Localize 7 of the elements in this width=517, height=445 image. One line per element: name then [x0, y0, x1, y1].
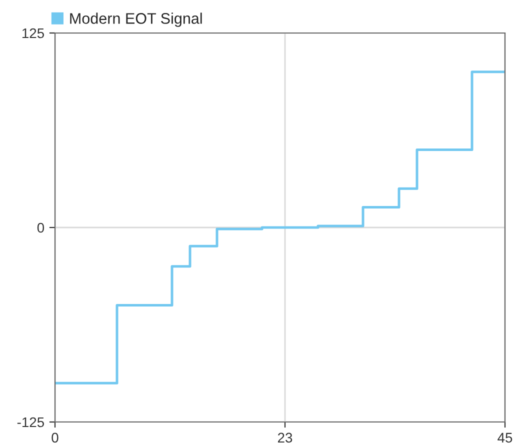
legend-label: Modern EOT Signal [70, 12, 202, 27]
x-tick-label: 45 [498, 432, 512, 443]
x-tick-label: 0 [52, 432, 58, 443]
y-tick-label: 0 [37, 222, 44, 233]
y-tick-label: 125 [22, 28, 44, 38]
x-tick-label: 23 [278, 432, 292, 443]
y-tick-label: -125 [17, 417, 44, 428]
